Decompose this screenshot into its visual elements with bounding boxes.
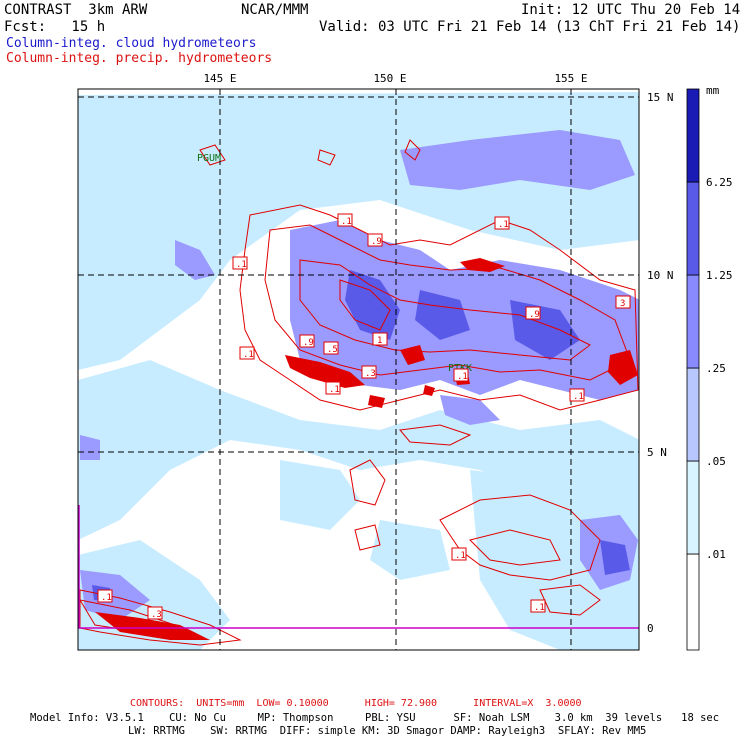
lat-label: 0 <box>647 622 654 635</box>
colorbar-segment <box>686 274 700 369</box>
map-frame <box>77 88 640 651</box>
colorbar: mm 6.25 1.25 .25 .05 .01 <box>686 84 733 651</box>
contour-label: .1 <box>534 603 545 613</box>
contour-label-box: .1 <box>494 216 510 230</box>
contour-label: .1 <box>329 385 340 395</box>
colorbar-tick: .25 <box>706 362 726 375</box>
contour-label-box: .1 <box>232 256 248 270</box>
contour-label: .5 <box>327 345 338 355</box>
contour-label-box: .3 <box>147 606 163 620</box>
colorbar-segment <box>686 88 700 183</box>
contour-label: .1 <box>236 260 247 270</box>
contour-label-box: .1 <box>337 213 353 227</box>
colorbar-segment <box>686 181 700 276</box>
contour-label: .1 <box>101 593 112 603</box>
guide-line <box>78 505 639 629</box>
contour-label-box: .1 <box>97 589 113 603</box>
cloud-field <box>78 92 639 650</box>
colorbar-unit: mm <box>706 84 720 97</box>
colorbar-tick: 1.25 <box>706 269 733 282</box>
lat-label: 10 N <box>647 269 674 282</box>
contour-label-box: 3 <box>615 295 631 309</box>
contour-label: .3 <box>151 610 162 620</box>
lat-label: 15 N <box>647 91 674 104</box>
contour-label-box: .9 <box>367 233 383 247</box>
lon-label: 155 E <box>554 72 587 85</box>
contour-label: .1 <box>457 372 468 382</box>
colorbar-tick: .01 <box>706 548 726 561</box>
model-info-line1: Model Info: V3.5.1 CU: No Cu MP: Thompso… <box>30 712 720 724</box>
init-time: Init: 12 UTC Thu 20 Feb 14 <box>521 2 740 18</box>
contour-labels: .1 .9 .1 .1 .1 .9 .5 .1 .3 1 .1 .1 .9 3 … <box>0 0 631 620</box>
contour-label: .9 <box>303 338 314 348</box>
contour-label: .9 <box>371 237 382 247</box>
contour-label-box: .9 <box>299 334 315 348</box>
colorbar-tick: .05 <box>706 455 726 468</box>
contour-label: .1 <box>341 217 352 227</box>
contour-label-box: 1 <box>372 332 388 346</box>
contour-label: .1 <box>455 551 466 561</box>
contour-info: CONTOURS: UNITS=mm LOW= 0.10000 HIGH= 72… <box>130 698 582 709</box>
field-cloud-label: Column-integ. cloud hydrometeors <box>6 36 257 51</box>
contour-label-box: .1 <box>0 0 11 3</box>
station-label: PGUM <box>197 153 221 164</box>
colorbar-segment <box>686 367 700 462</box>
source-label: NCAR/MMM <box>241 2 309 18</box>
field-precip-label: Column-integ. precip. hydrometeors <box>6 51 273 66</box>
lon-label: 145 E <box>203 72 236 85</box>
contour-label: .9 <box>529 310 540 320</box>
lat-label: 5 N <box>647 446 667 459</box>
contour-label: .1 <box>243 350 254 360</box>
colorbar-tick: 6.25 <box>706 176 733 189</box>
contour-label: 1 <box>377 336 382 346</box>
contour-label: 3 <box>620 299 625 309</box>
contour-label-box: .1 <box>453 368 469 382</box>
contour-label-box: .5 <box>323 341 339 355</box>
valid-time: Valid: 03 UTC Fri 21 Feb 14 (13 ChT Fri … <box>319 19 740 35</box>
model-info-line2: LW: RRTMG SW: RRTMG DIFF: simple KM: 3D … <box>128 725 647 737</box>
contour-label: .1 <box>0 0 11 3</box>
contour-label: .1 <box>573 392 584 402</box>
contour-label-box: .1 <box>569 388 585 402</box>
contour-label-box: .1 <box>530 599 546 613</box>
contour-label-box: .1 <box>325 381 341 395</box>
contour-label-box: .1 <box>451 547 467 561</box>
contour-label-box: .1 <box>239 346 255 360</box>
colorbar-segment <box>686 553 700 651</box>
contour-label-box: .3 <box>361 365 377 379</box>
model-title: CONTRAST 3km ARW <box>4 2 148 18</box>
contour-label: .3 <box>365 369 376 379</box>
colorbar-segment <box>686 460 700 555</box>
contour-label: .1 <box>498 220 509 230</box>
forecast-hour: Fcst: 15 h <box>4 19 106 35</box>
contour-label-box: .9 <box>525 306 541 320</box>
lon-label: 150 E <box>373 72 406 85</box>
